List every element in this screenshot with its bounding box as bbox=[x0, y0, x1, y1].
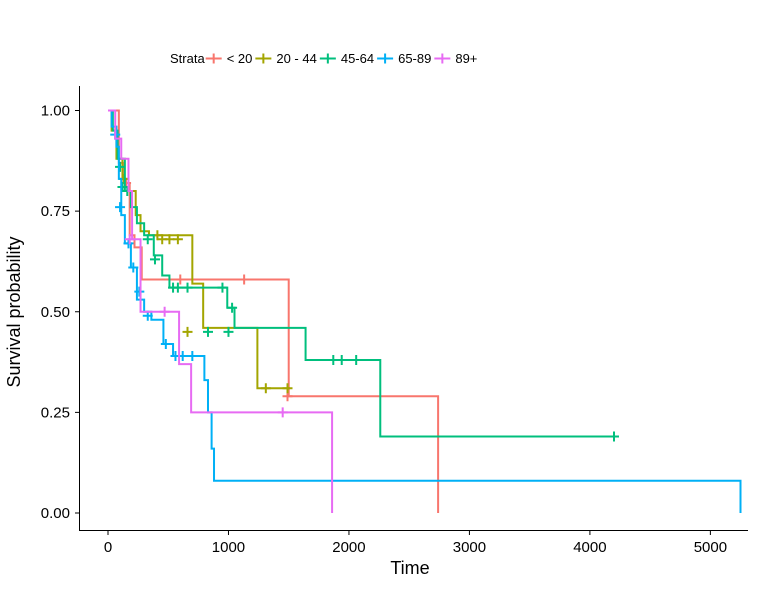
y-tick-label: 0.75 bbox=[41, 203, 70, 220]
censor-mark bbox=[223, 326, 234, 337]
y-ticks: 0.00 0.25 0.50 0.75 1.00 bbox=[41, 103, 80, 522]
censor-mark bbox=[134, 286, 145, 297]
legend-label: < 20 bbox=[227, 51, 253, 66]
x-axis-label: Time bbox=[390, 558, 429, 578]
censor-mark bbox=[609, 431, 619, 442]
censor-mark bbox=[336, 355, 347, 366]
legend-item: 65-89 bbox=[377, 51, 431, 66]
legend-key-plus bbox=[437, 53, 448, 64]
censor-mark bbox=[277, 407, 288, 418]
censor-mark bbox=[260, 383, 271, 394]
censor-mark bbox=[351, 355, 362, 366]
censor-mark bbox=[175, 274, 186, 285]
legend-key-plus bbox=[380, 53, 391, 64]
censor-mark bbox=[282, 383, 293, 394]
x-tick-label: 4000 bbox=[573, 539, 606, 556]
legend-item: 20 - 44 bbox=[255, 51, 317, 66]
legend-label: 65-89 bbox=[398, 51, 431, 66]
legend-key-plus bbox=[322, 53, 333, 64]
legend-label: 45-64 bbox=[341, 51, 374, 66]
censor-mark bbox=[187, 351, 198, 362]
censor-mark bbox=[142, 234, 153, 245]
censor-mark bbox=[202, 326, 213, 337]
x-tick-label: 2000 bbox=[332, 539, 365, 556]
censor-mark bbox=[115, 202, 126, 213]
censor-mark bbox=[160, 338, 171, 349]
censor-mark bbox=[159, 306, 170, 317]
y-tick-label: 0.25 bbox=[41, 404, 70, 421]
censor-mark bbox=[239, 274, 250, 285]
censor-mark bbox=[227, 302, 238, 313]
censor-mark bbox=[164, 234, 175, 245]
survival-curve bbox=[108, 109, 334, 513]
x-tick-label: 1000 bbox=[212, 539, 245, 556]
legend-title: Strata bbox=[170, 51, 205, 66]
legend-item: 45-64 bbox=[319, 51, 374, 66]
legend-item: < 20 bbox=[205, 51, 253, 66]
censor-mark bbox=[182, 326, 193, 337]
legend-key-plus bbox=[258, 53, 269, 64]
censor-mark bbox=[328, 355, 339, 366]
x-tick-label: 5000 bbox=[694, 539, 727, 556]
censor-mark bbox=[172, 282, 183, 293]
censor-mark bbox=[149, 254, 160, 265]
censor-mark bbox=[124, 234, 135, 245]
survival-curve bbox=[108, 109, 290, 390]
y-tick-label: 0.00 bbox=[41, 505, 70, 522]
series-1 bbox=[108, 109, 293, 394]
censor-mark bbox=[182, 282, 193, 293]
legend-label: 20 - 44 bbox=[276, 51, 316, 66]
legend: Strata < 20 20 - 44 45-64 65-89 89+ bbox=[170, 51, 477, 66]
censor-mark bbox=[128, 262, 139, 273]
x-ticks: 0 1000 2000 3000 4000 5000 bbox=[104, 530, 727, 556]
x-tick-label: 0 bbox=[104, 539, 112, 556]
censor-mark bbox=[115, 161, 126, 172]
y-tick-label: 1.00 bbox=[41, 103, 70, 120]
censor-mark bbox=[172, 234, 183, 245]
x-tick-label: 3000 bbox=[453, 539, 486, 556]
series-2 bbox=[108, 109, 619, 442]
series-layer bbox=[108, 109, 742, 513]
y-axis-label: Survival probability bbox=[4, 236, 24, 387]
series-4 bbox=[108, 109, 334, 513]
y-tick-label: 0.50 bbox=[41, 304, 70, 321]
legend-item: 89+ bbox=[434, 51, 477, 66]
censor-mark bbox=[217, 282, 228, 293]
legend-label: 89+ bbox=[455, 51, 477, 66]
survival-curve bbox=[108, 109, 614, 438]
legend-key-plus bbox=[208, 53, 219, 64]
